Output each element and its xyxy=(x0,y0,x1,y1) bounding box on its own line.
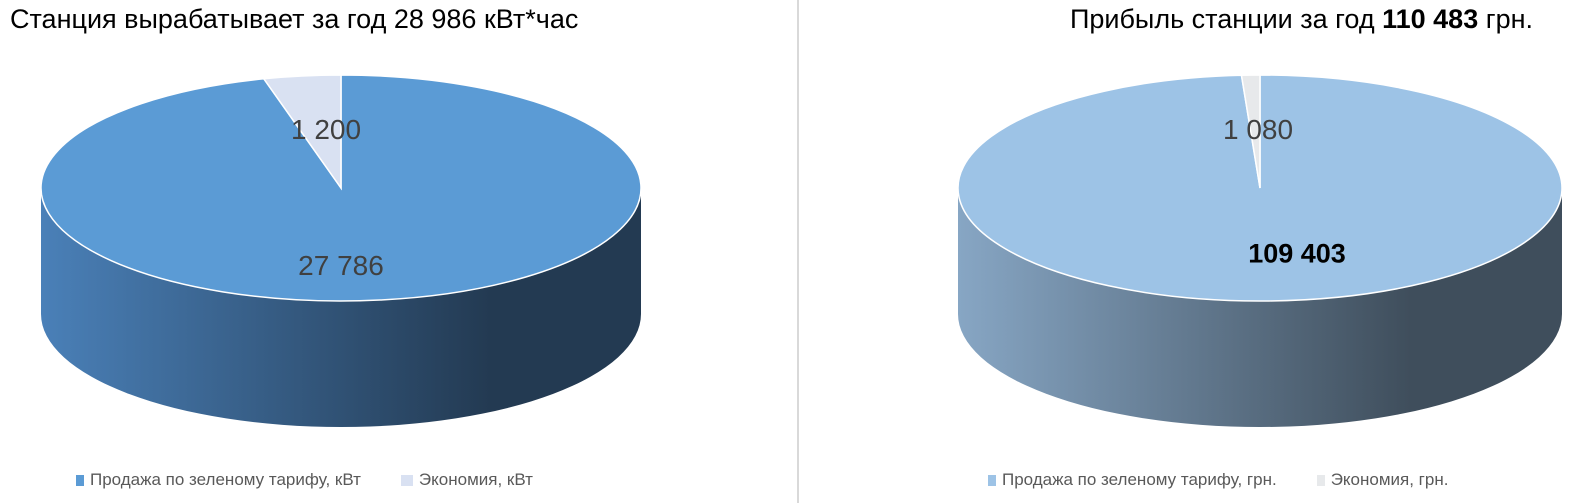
legend-item: Экономия, грн. xyxy=(1316,470,1449,490)
legend-profit: Продажа по зеленому тарифу, грн. Экономи… xyxy=(988,470,1448,490)
data-label-1-0: 109 403 xyxy=(1248,238,1346,269)
title-prefix: Станция вырабатывает за год xyxy=(10,4,394,34)
legend-item: Экономия, кВт xyxy=(400,470,533,490)
pie-slice-0-1 xyxy=(262,74,342,191)
pie-side-0 xyxy=(41,188,641,427)
legend-label: Экономия, кВт xyxy=(418,470,533,489)
legend-energy: Продажа по зеленому тарифу, кВт Экономия… xyxy=(76,470,533,490)
legend-swatch xyxy=(76,474,84,486)
title-prefix: Прибыль станции за год xyxy=(1069,4,1383,34)
legend-label: Экономия, грн. xyxy=(1330,470,1449,489)
legend-label: Продажа по зеленому тарифу, грн. xyxy=(1002,470,1277,489)
title-suffix: кВт*час xyxy=(476,4,579,34)
legend-swatch xyxy=(400,474,413,486)
chart-title-profit: Прибыль станции за год 110 483 грн. xyxy=(1070,4,1533,35)
data-label-0-1: 1 200 xyxy=(290,114,362,145)
title-value: 28 986 xyxy=(393,4,477,34)
title-value: 110 483 xyxy=(1382,4,1479,34)
divider xyxy=(797,0,799,503)
pie-slice-1-1 xyxy=(1240,74,1261,189)
title-suffix: грн. xyxy=(1478,4,1533,34)
legend-item: Продажа по зеленому тарифу, грн. xyxy=(988,470,1277,490)
pie-side-1 xyxy=(958,188,1562,427)
legend-item: Продажа по зеленому тарифу, кВт xyxy=(76,470,361,490)
legend-label: Продажа по зеленому тарифу, кВт xyxy=(90,470,361,489)
chart-title-energy: Станция вырабатывает за год 28 986 кВт*ч… xyxy=(10,4,578,35)
data-label-0-0: 27 786 xyxy=(298,250,384,281)
data-label-1-1: 1 080 xyxy=(1222,114,1294,145)
legend-swatch xyxy=(1316,474,1325,486)
legend-swatch xyxy=(988,474,996,486)
